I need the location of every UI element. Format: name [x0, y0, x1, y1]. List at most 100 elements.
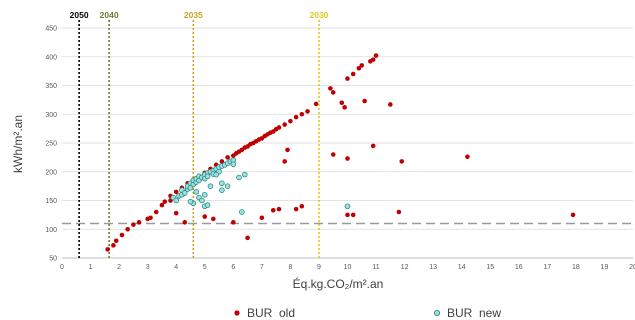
y-tick-350: 350 [45, 83, 57, 90]
point-old-13 [173, 189, 179, 195]
point-old-6 [136, 220, 142, 225]
y-tick-50: 50 [49, 256, 57, 263]
point-new-34 [224, 183, 231, 189]
point-new-32 [230, 161, 237, 168]
x-tick-6: 6 [231, 264, 235, 271]
x-tick-3: 3 [146, 264, 150, 271]
point-old-78 [370, 143, 376, 149]
y-tick-400: 400 [45, 54, 57, 61]
point-old-11 [162, 199, 168, 204]
point-new-36 [193, 189, 199, 195]
x-tick-19: 19 [601, 264, 609, 271]
point-old-52 [356, 65, 362, 71]
point-old-81 [465, 154, 470, 160]
point-old-42 [293, 114, 299, 120]
point-old-65 [231, 220, 236, 225]
point-old-77 [350, 212, 356, 218]
x-tick-8: 8 [288, 264, 292, 271]
x-tick-labels: 0 1 2 3 4 5 6 7 8 9 10 11 12 13 14 15 16 17 18 19 20 [60, 264, 635, 271]
legend-marker-old [234, 310, 240, 316]
point-old-1 [111, 243, 116, 248]
point-old-67 [259, 215, 265, 221]
point-old-49 [342, 105, 347, 110]
point-old-71 [285, 147, 290, 153]
x-tick-0: 0 [60, 264, 64, 271]
point-old-74 [330, 152, 336, 157]
point-new-44 [219, 187, 225, 193]
legend: BUR old BUR new [234, 306, 501, 320]
threshold-lines: 2050 2040 2035 2030 [70, 10, 329, 258]
x-tick-2: 2 [117, 264, 121, 271]
point-old-76 [345, 212, 350, 218]
threshold-label-2050: 2050 [70, 10, 89, 20]
x-tick-12: 12 [401, 264, 409, 271]
gridlines [62, 27, 633, 259]
point-old-80 [399, 159, 405, 164]
point-old-5 [131, 222, 136, 227]
point-old-57 [362, 98, 367, 104]
series-old-points [105, 53, 576, 252]
point-old-21 [219, 159, 225, 164]
point-old-55 [370, 57, 376, 62]
y-tick-450: 450 [45, 26, 57, 33]
point-new-49 [344, 203, 351, 210]
point-new-33 [219, 180, 225, 187]
x-tick-13: 13 [429, 264, 437, 271]
point-old-50 [345, 76, 350, 81]
x-tick-7: 7 [260, 264, 264, 271]
point-new-46 [241, 171, 248, 178]
point-old-53 [359, 63, 365, 68]
x-tick-1: 1 [89, 264, 93, 271]
point-new-5 [181, 190, 188, 196]
point-old-46 [328, 86, 333, 91]
point-old-75 [345, 156, 350, 161]
point-old-51 [350, 71, 356, 77]
legend-label-new: BUR new [447, 306, 501, 320]
x-axis-title: Éq.kg.CO₂/m².an [293, 276, 384, 291]
y-tick-250: 250 [45, 141, 57, 148]
point-old-4 [125, 226, 130, 232]
x-tick-16: 16 [515, 264, 523, 271]
point-old-79 [396, 209, 402, 215]
legend-label-old: BUR old [247, 306, 295, 320]
point-old-41 [288, 118, 293, 124]
point-old-60 [173, 210, 179, 216]
point-old-43 [299, 111, 305, 117]
point-old-70 [282, 159, 287, 164]
y-tick-150: 150 [45, 198, 57, 205]
point-old-68 [270, 207, 276, 213]
x-tick-18: 18 [572, 264, 580, 271]
point-new-1 [173, 197, 180, 204]
x-tick-5: 5 [203, 264, 207, 271]
point-old-39 [276, 125, 282, 130]
threshold-label-2040: 2040 [100, 10, 119, 20]
point-old-44 [305, 109, 310, 114]
threshold-label-2035: 2035 [184, 10, 203, 20]
point-new-43 [204, 202, 211, 208]
series-new-points [170, 157, 351, 215]
point-new-41 [199, 197, 205, 204]
point-new-38 [201, 191, 208, 198]
point-old-45 [313, 101, 319, 107]
x-tick-14: 14 [458, 264, 466, 271]
point-old-58 [388, 102, 393, 107]
point-old-9 [153, 209, 159, 215]
point-old-48 [339, 100, 345, 106]
legend-marker-new [433, 309, 441, 317]
y-tick-300: 300 [45, 112, 57, 119]
y-tick-200: 200 [45, 169, 57, 176]
point-old-73 [299, 203, 305, 209]
x-tick-9: 9 [317, 264, 321, 271]
point-old-69 [276, 206, 282, 212]
point-old-61 [182, 220, 188, 225]
x-tick-17: 17 [543, 264, 551, 271]
point-old-64 [211, 216, 216, 222]
x-tick-20: 20 [629, 264, 635, 271]
point-old-66 [245, 235, 250, 241]
point-old-2 [113, 238, 119, 244]
y-axis-title: kWh/m².an [11, 115, 25, 173]
x-tick-4: 4 [174, 264, 178, 271]
point-new-20 [204, 173, 211, 180]
x-tick-11: 11 [372, 264, 379, 271]
